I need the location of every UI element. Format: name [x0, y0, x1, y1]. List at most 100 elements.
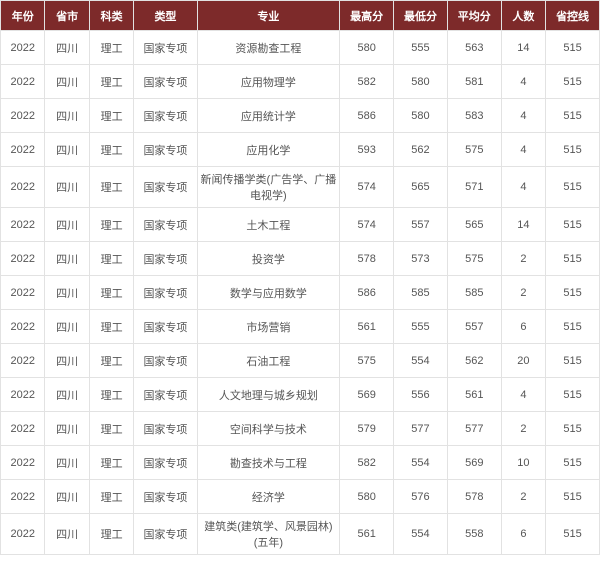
cell-major: 投资学	[197, 242, 340, 276]
cell-year: 2022	[1, 208, 45, 242]
cell-cnt: 20	[501, 344, 545, 378]
cell-prov: 四川	[45, 412, 89, 446]
cell-cnt: 6	[501, 310, 545, 344]
cell-cnt: 4	[501, 167, 545, 208]
cell-cnt: 2	[501, 480, 545, 514]
col-header-year: 年份	[1, 1, 45, 31]
cell-cnt: 4	[501, 133, 545, 167]
cell-line: 515	[546, 167, 600, 208]
cell-cat: 理工	[89, 99, 133, 133]
table-row: 2022四川理工国家专项勘查技术与工程58255456910515	[1, 446, 600, 480]
table-row: 2022四川理工国家专项应用统计学5865805834515	[1, 99, 600, 133]
cell-prov: 四川	[45, 167, 89, 208]
cell-min: 577	[394, 412, 448, 446]
cell-line: 515	[546, 31, 600, 65]
cell-cat: 理工	[89, 133, 133, 167]
cell-cnt: 2	[501, 412, 545, 446]
cell-min: 585	[394, 276, 448, 310]
cell-avg: 557	[447, 310, 501, 344]
table-row: 2022四川理工国家专项石油工程57555456220515	[1, 344, 600, 378]
cell-avg: 565	[447, 208, 501, 242]
cell-prov: 四川	[45, 344, 89, 378]
cell-type: 国家专项	[134, 480, 197, 514]
cell-type: 国家专项	[134, 208, 197, 242]
cell-avg: 583	[447, 99, 501, 133]
cell-avg: 561	[447, 378, 501, 412]
cell-prov: 四川	[45, 480, 89, 514]
cell-cnt: 6	[501, 514, 545, 555]
cell-cat: 理工	[89, 344, 133, 378]
cell-min: 562	[394, 133, 448, 167]
cell-type: 国家专项	[134, 31, 197, 65]
cell-prov: 四川	[45, 276, 89, 310]
cell-prov: 四川	[45, 378, 89, 412]
cell-type: 国家专项	[134, 446, 197, 480]
table-row: 2022四川理工国家专项资源勘查工程58055556314515	[1, 31, 600, 65]
cell-cat: 理工	[89, 412, 133, 446]
cell-prov: 四川	[45, 310, 89, 344]
cell-max: 593	[340, 133, 394, 167]
cell-min: 556	[394, 378, 448, 412]
cell-min: 576	[394, 480, 448, 514]
cell-year: 2022	[1, 31, 45, 65]
cell-min: 573	[394, 242, 448, 276]
cell-major: 应用统计学	[197, 99, 340, 133]
cell-year: 2022	[1, 99, 45, 133]
cell-major: 应用物理学	[197, 65, 340, 99]
cell-major: 经济学	[197, 480, 340, 514]
cell-type: 国家专项	[134, 133, 197, 167]
cell-line: 515	[546, 276, 600, 310]
cell-year: 2022	[1, 133, 45, 167]
cell-min: 554	[394, 344, 448, 378]
cell-year: 2022	[1, 65, 45, 99]
cell-cat: 理工	[89, 276, 133, 310]
cell-min: 554	[394, 446, 448, 480]
cell-avg: 558	[447, 514, 501, 555]
cell-max: 569	[340, 378, 394, 412]
cell-prov: 四川	[45, 65, 89, 99]
cell-line: 515	[546, 446, 600, 480]
col-header-prov: 省市	[45, 1, 89, 31]
col-header-major: 专业	[197, 1, 340, 31]
cell-min: 554	[394, 514, 448, 555]
cell-cnt: 4	[501, 65, 545, 99]
cell-prov: 四川	[45, 446, 89, 480]
cell-max: 574	[340, 208, 394, 242]
cell-max: 586	[340, 276, 394, 310]
table-body: 2022四川理工国家专项资源勘查工程580555563145152022四川理工…	[1, 31, 600, 555]
cell-major: 空间科学与技术	[197, 412, 340, 446]
cell-cat: 理工	[89, 65, 133, 99]
cell-line: 515	[546, 208, 600, 242]
scores-table: 年份省市科类类型专业最高分最低分平均分人数省控线 2022四川理工国家专项资源勘…	[0, 0, 600, 555]
cell-cat: 理工	[89, 446, 133, 480]
cell-max: 586	[340, 99, 394, 133]
cell-cat: 理工	[89, 167, 133, 208]
cell-type: 国家专项	[134, 344, 197, 378]
cell-type: 国家专项	[134, 310, 197, 344]
cell-cnt: 4	[501, 99, 545, 133]
cell-max: 580	[340, 480, 394, 514]
cell-prov: 四川	[45, 133, 89, 167]
cell-year: 2022	[1, 514, 45, 555]
cell-major: 建筑类(建筑学、风景园林)(五年)	[197, 514, 340, 555]
cell-cat: 理工	[89, 208, 133, 242]
table-row: 2022四川理工国家专项应用物理学5825805814515	[1, 65, 600, 99]
cell-avg: 581	[447, 65, 501, 99]
cell-cnt: 4	[501, 378, 545, 412]
cell-major: 石油工程	[197, 344, 340, 378]
cell-cnt: 2	[501, 276, 545, 310]
cell-avg: 578	[447, 480, 501, 514]
cell-line: 515	[546, 480, 600, 514]
col-header-cat: 科类	[89, 1, 133, 31]
cell-cnt: 14	[501, 31, 545, 65]
cell-max: 561	[340, 514, 394, 555]
cell-line: 515	[546, 65, 600, 99]
cell-year: 2022	[1, 412, 45, 446]
cell-avg: 585	[447, 276, 501, 310]
cell-avg: 571	[447, 167, 501, 208]
cell-cat: 理工	[89, 514, 133, 555]
cell-prov: 四川	[45, 514, 89, 555]
cell-max: 578	[340, 242, 394, 276]
cell-prov: 四川	[45, 31, 89, 65]
col-header-min: 最低分	[394, 1, 448, 31]
